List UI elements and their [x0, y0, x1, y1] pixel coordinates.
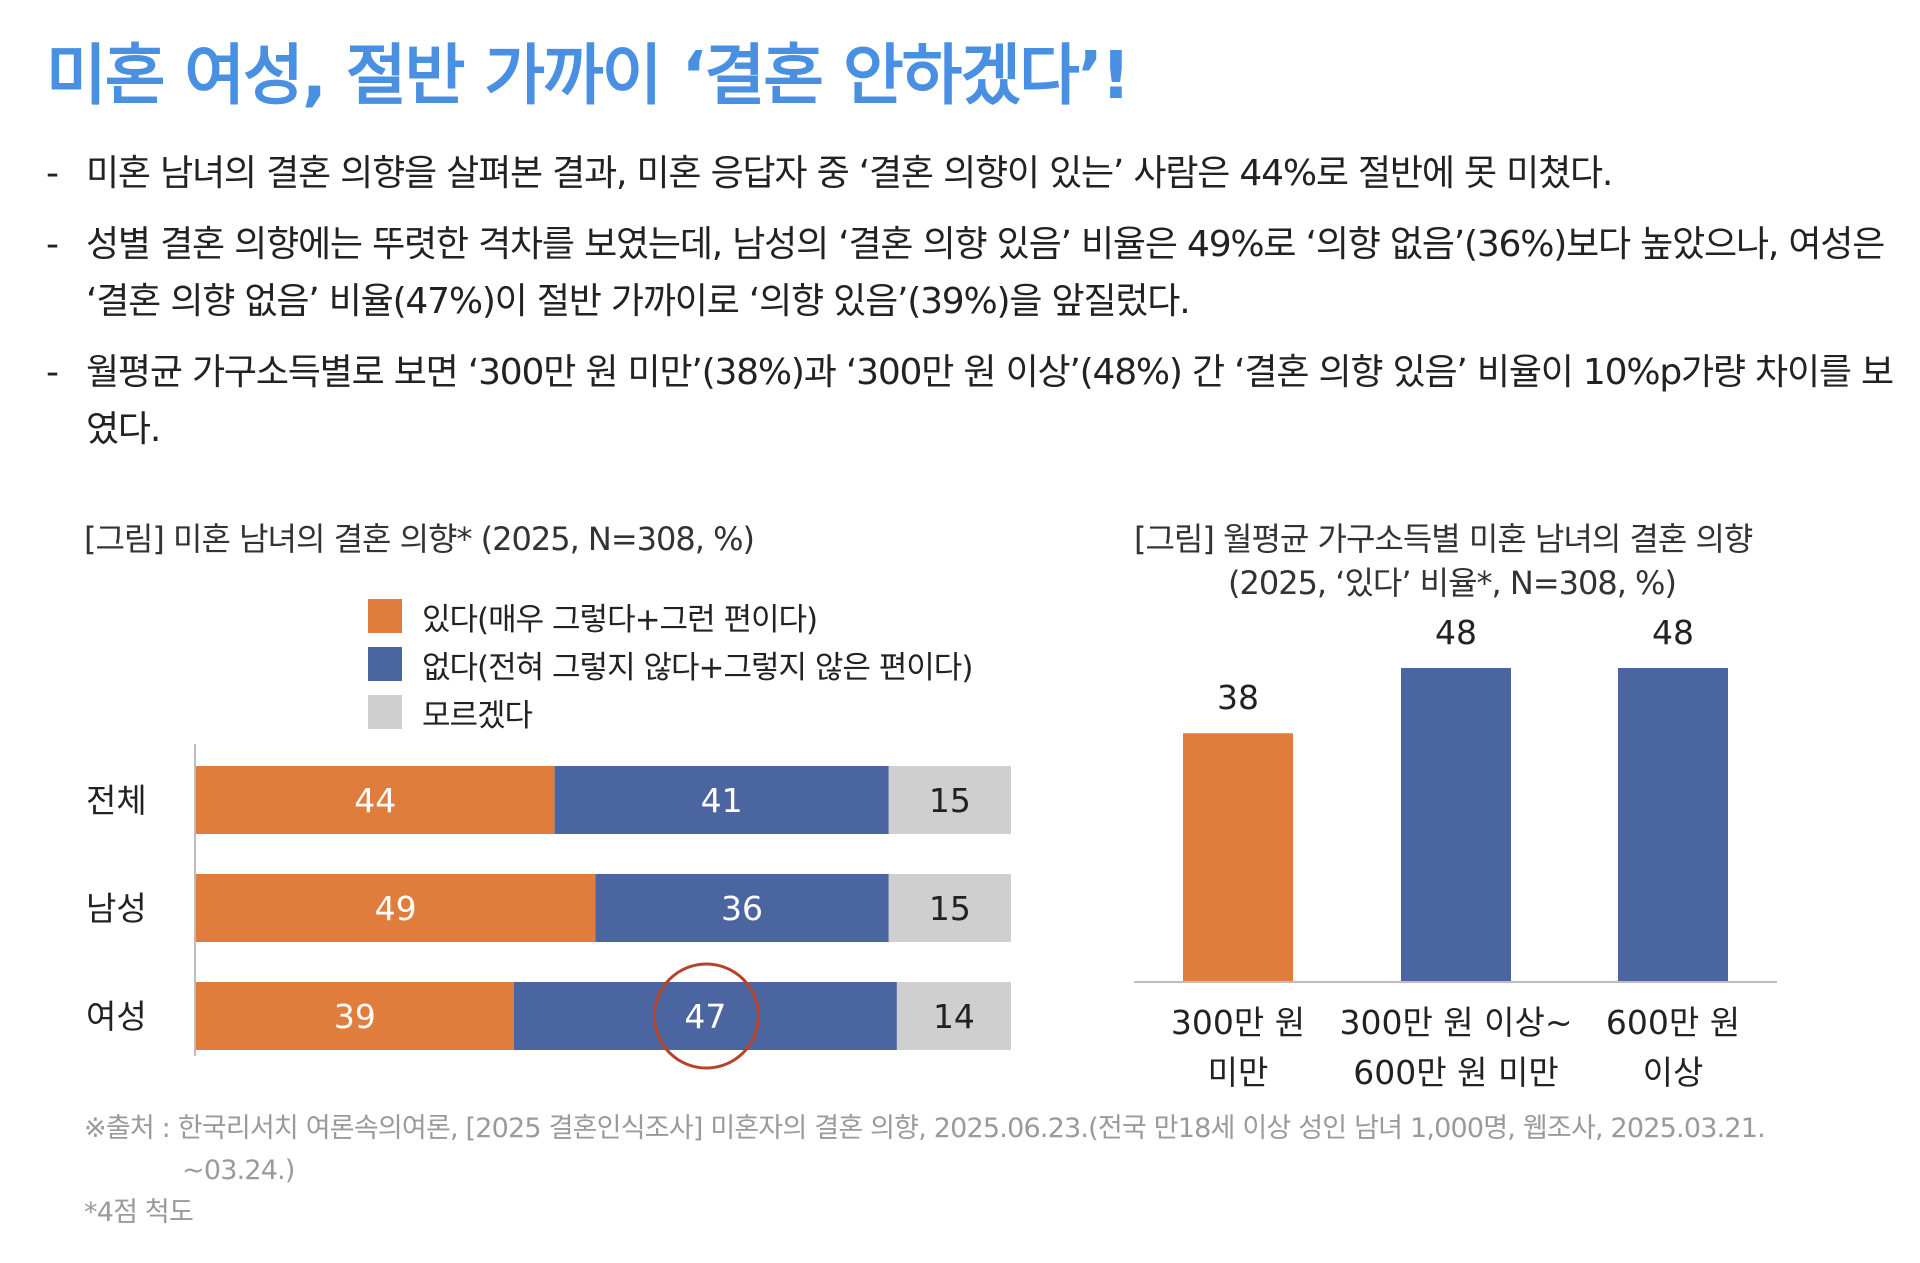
- income-bar: [1618, 668, 1728, 981]
- bullet-list: - 미혼 남녀의 결혼 의향을 살펴본 결과, 미혼 응답자 중 ‘결혼 의향이…: [46, 145, 1896, 472]
- category-label: 남성: [86, 889, 147, 928]
- data-label: 48: [1652, 613, 1694, 652]
- stacked-bar-segment: [595, 874, 889, 942]
- bullet-dash: -: [46, 352, 59, 393]
- page-title: 미혼 여성, 절반 가까이 ‘결혼 안하겠다’!: [46, 37, 1131, 114]
- stacked-bar-segment: [196, 766, 555, 834]
- legend-swatch-unknown: [368, 695, 402, 729]
- income-bar: [1183, 733, 1293, 981]
- legend-label-no: 없다(전혀 그렇지 않다+그렇지 않은 편이다): [422, 649, 973, 686]
- stacked-bar-segment: [896, 982, 1011, 1050]
- legend-swatch-no: [368, 647, 402, 681]
- stacked-bar-segment: [196, 982, 514, 1050]
- bullet-item: - 성별 결혼 의향에는 뚜렷한 격차를 보였는데, 남성의 ‘결혼 의향 있음…: [46, 216, 1896, 330]
- category-label: 이상: [1643, 1053, 1704, 1092]
- category-label: 미만: [1208, 1053, 1269, 1092]
- stacked-chart-legend: 있다(매우 그렇다+그런 편이다) 없다(전혀 그렇지 않다+그렇지 않은 편이…: [368, 592, 973, 736]
- data-label: 47: [684, 997, 726, 1036]
- data-label: 15: [929, 889, 971, 928]
- bullet-dash: -: [46, 224, 59, 265]
- bullet-item: - 미혼 남녀의 결혼 의향을 살펴본 결과, 미혼 응답자 중 ‘결혼 의향이…: [46, 145, 1896, 202]
- bullet-item: - 월평균 가구소득별로 보면 ‘300만 원 미만’(38%)과 ‘300만 …: [46, 344, 1896, 458]
- income-bar: [1401, 668, 1511, 981]
- highlight-circle: [652, 962, 760, 1070]
- category-label: 300만 원 이상~: [1339, 1003, 1572, 1042]
- stacked-chart-caption: [그림] 미혼 남녀의 결혼 의향* (2025, N=308, %): [84, 520, 755, 558]
- category-label: 여성: [86, 997, 147, 1036]
- scale-note: *4점 척도: [84, 1197, 194, 1228]
- stacked-bar-segment: [888, 766, 1011, 834]
- source-line-1: ※출처 : 한국리서치 여론속의여론, [2025 결혼인식조사] 미혼자의 결…: [84, 1113, 1766, 1144]
- bullet-text: 성별 결혼 의향에는 뚜렷한 격차를 보였는데, 남성의 ‘결혼 의향 있음’ …: [86, 224, 1885, 322]
- bullet-dash: -: [46, 153, 59, 194]
- income-chart-caption-line2: (2025, ‘있다’ 비율*, N=308, %): [1228, 564, 1677, 602]
- bullet-text: 미혼 남녀의 결혼 의향을 살펴본 결과, 미혼 응답자 중 ‘결혼 의향이 있…: [86, 153, 1613, 194]
- legend-item-unknown: 모르겠다: [368, 688, 972, 736]
- data-label: 48: [1435, 613, 1477, 652]
- data-label: 39: [334, 997, 376, 1036]
- stacked-bar-segment: [554, 766, 889, 834]
- source-line-2: ~03.24.): [182, 1155, 295, 1186]
- income-chart-caption-line1: [그림] 월평균 가구소득별 미혼 남녀의 결혼 의향: [1134, 520, 1753, 558]
- category-label: 600만 원 미만: [1353, 1053, 1558, 1092]
- bullet-text: 월평균 가구소득별로 보면 ‘300만 원 미만’(38%)과 ‘300만 원 …: [86, 352, 1894, 450]
- stacked-bar-segment: [513, 982, 897, 1050]
- stacked-bar-segment: [888, 874, 1011, 942]
- legend-item-yes: 있다(매우 그렇다+그런 편이다): [368, 592, 972, 640]
- category-label: 전체: [86, 781, 147, 820]
- data-label: 38: [1217, 678, 1259, 717]
- legend-label-unknown: 모르겠다: [422, 697, 533, 734]
- data-label: 41: [701, 781, 743, 820]
- category-label: 300만 원: [1171, 1003, 1305, 1042]
- data-label: 44: [354, 781, 396, 820]
- legend-swatch-yes: [368, 599, 402, 633]
- data-label: 15: [929, 781, 971, 820]
- data-label: 36: [721, 889, 763, 928]
- stacked-bar-segment: [196, 874, 596, 942]
- source-note: ※출처 : 한국리서치 여론속의여론, [2025 결혼인식조사] 미혼자의 결…: [84, 1108, 1844, 1234]
- data-label: 14: [933, 997, 975, 1036]
- legend-item-no: 없다(전혀 그렇지 않다+그렇지 않은 편이다): [368, 640, 973, 688]
- category-label: 600만 원: [1606, 1003, 1740, 1042]
- legend-label-yes: 있다(매우 그렇다+그런 편이다): [422, 601, 818, 638]
- data-label: 49: [375, 889, 417, 928]
